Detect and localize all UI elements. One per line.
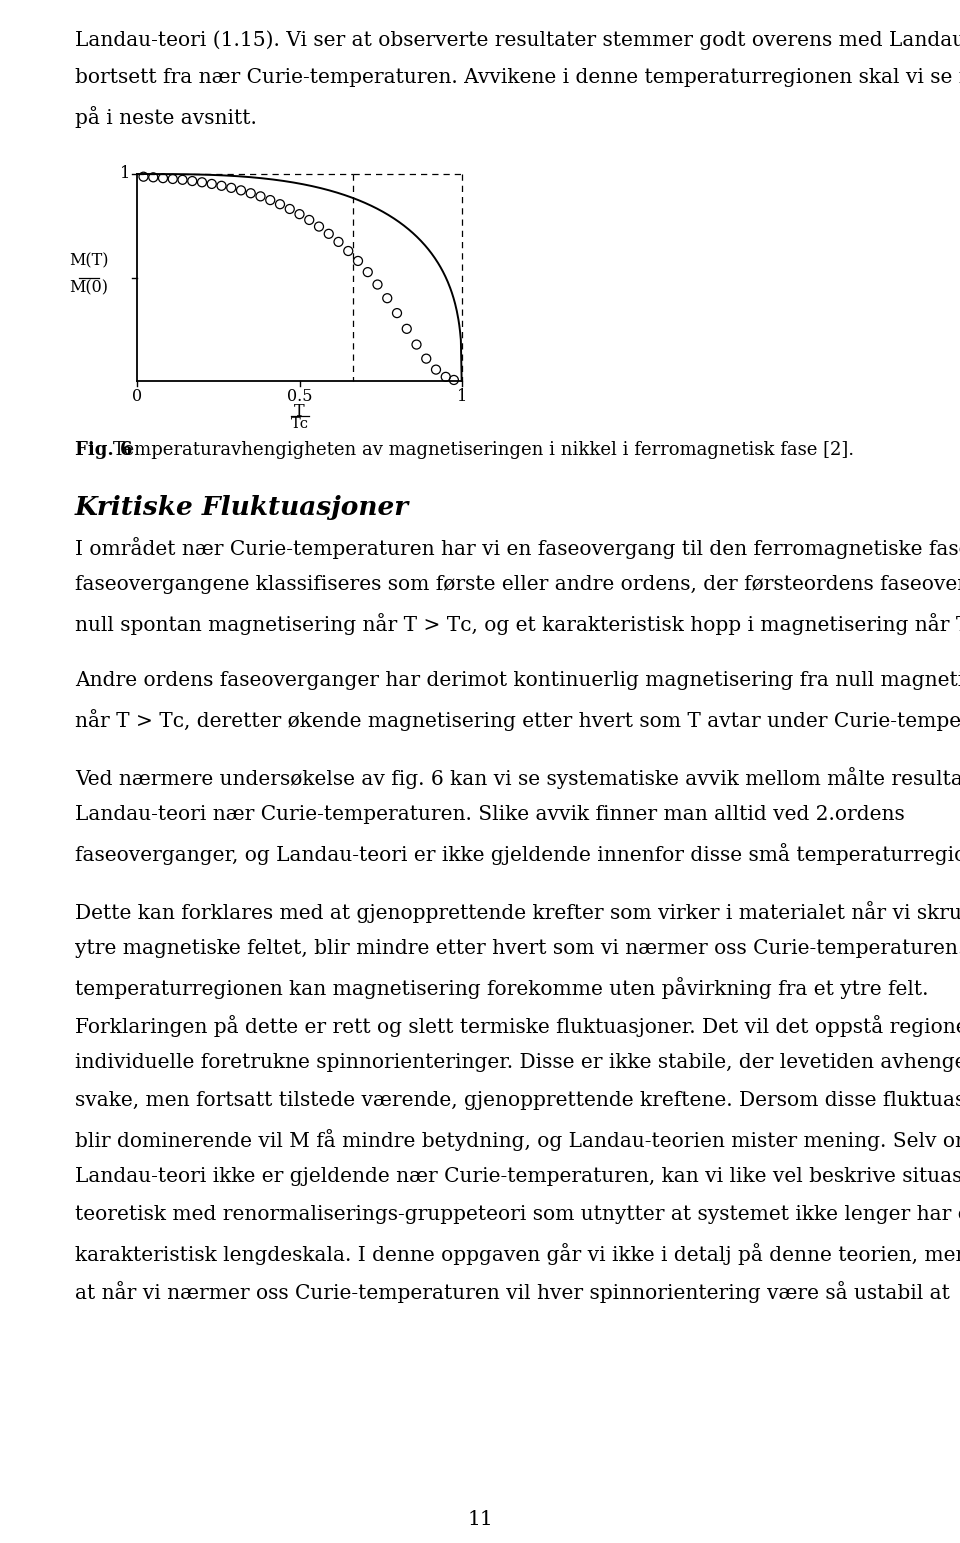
Text: T: T [294,403,305,420]
Text: ytre magnetiske feltet, blir mindre etter hvert som vi nærmer oss Curie-temperat: ytre magnetiske feltet, blir mindre ette… [75,940,960,958]
Text: M(T): M(T) [69,253,108,270]
Text: temperaturregionen kan magnetisering forekomme uten påvirkning fra et ytre felt.: temperaturregionen kan magnetisering for… [75,977,928,998]
Text: Dette kan forklares med at gjenopprettende krefter som virker i materialet når v: Dette kan forklares med at gjenoppretten… [75,901,960,923]
Text: Ved nærmere undersøkelse av fig. 6 kan vi se systematiske avvik mellom målte res: Ved nærmere undersøkelse av fig. 6 kan v… [75,767,960,788]
Text: Forklaringen på dette er rett og slett termiske fluktuasjoner. Det vil det oppst: Forklaringen på dette er rett og slett t… [75,1015,960,1037]
Text: bortsett fra nær Curie-temperaturen. Avvikene i denne temperaturregionen skal vi: bortsett fra nær Curie-temperaturen. Avv… [75,68,960,86]
Text: at når vi nærmer oss Curie-temperaturen vil hver spinnorientering være så ustabi: at når vi nærmer oss Curie-temperaturen … [75,1281,949,1302]
Text: M(0): M(0) [69,279,108,296]
Text: Kritiske Fluktuasjoner: Kritiske Fluktuasjoner [75,495,409,520]
Text: teoretisk med renormaliserings-gruppeteori som utnytter at systemet ikke lenger : teoretisk med renormaliserings-gruppeteo… [75,1205,960,1224]
Text: svake, men fortsatt tilstede værende, gjenopprettende kreftene. Dersom disse flu: svake, men fortsatt tilstede værende, gj… [75,1091,960,1109]
Text: når T > Tᴄ, deretter økende magnetisering etter hvert som T avtar under Curie-te: når T > Tᴄ, deretter økende magnetiserin… [75,708,960,731]
Text: karakteristisk lengdeskala. I denne oppgaven går vi ikke i detalj på denne teori: karakteristisk lengdeskala. I denne oppg… [75,1244,960,1265]
Text: Landau-teori (1.15). Vi ser at observerte resultater stemmer godt overens med La: Landau-teori (1.15). Vi ser at observert… [75,29,960,49]
Text: Temperaturavhengigheten av magnetiseringen i nikkel i ferromagnetisk fase [2].: Temperaturavhengigheten av magnetisering… [113,441,854,458]
Text: faseovergangene klassifiseres som første eller andre ordens, der førsteordens fa: faseovergangene klassifiseres som første… [75,576,960,594]
Text: I området nær Curie-temperaturen har vi en faseovergang til den ferromagnetiske : I området nær Curie-temperaturen har vi … [75,537,960,559]
Text: faseoverganger, og Landau-teori er ikke gjeldende innenfor disse små temperaturr: faseoverganger, og Landau-teori er ikke … [75,842,960,866]
Text: 1: 1 [457,387,468,404]
Text: null spontan magnetisering når T > Tᴄ, og et karakteristisk hopp i magnetisering: null spontan magnetisering når T > Tᴄ, o… [75,613,960,636]
Text: på i neste avsnitt.: på i neste avsnitt. [75,106,257,128]
Text: individuelle foretrukne spinnorienteringer. Disse er ikke stabile, der levetiden: individuelle foretrukne spinnorientering… [75,1052,960,1072]
Text: 11: 11 [468,1511,492,1529]
Text: 0: 0 [132,387,142,404]
Text: Landau-teori nær Curie-temperaturen. Slike avvik finner man alltid ved 2.ordens: Landau-teori nær Curie-temperaturen. Sli… [75,805,904,824]
Text: Tᴄ: Tᴄ [291,417,308,430]
Text: 0.5: 0.5 [287,387,312,404]
Text: Landau-teori ikke er gjeldende nær Curie-temperaturen, kan vi like vel beskrive : Landau-teori ikke er gjeldende nær Curie… [75,1167,960,1187]
Text: 1: 1 [120,165,130,182]
Text: Fig. 6: Fig. 6 [75,441,139,458]
Text: Andre ordens faseoverganger har derimot kontinuerlig magnetisering fra null magn: Andre ordens faseoverganger har derimot … [75,671,960,690]
Text: blir dominerende vil M få mindre betydning, og Landau-teorien mister mening. Sel: blir dominerende vil M få mindre betydni… [75,1129,960,1151]
